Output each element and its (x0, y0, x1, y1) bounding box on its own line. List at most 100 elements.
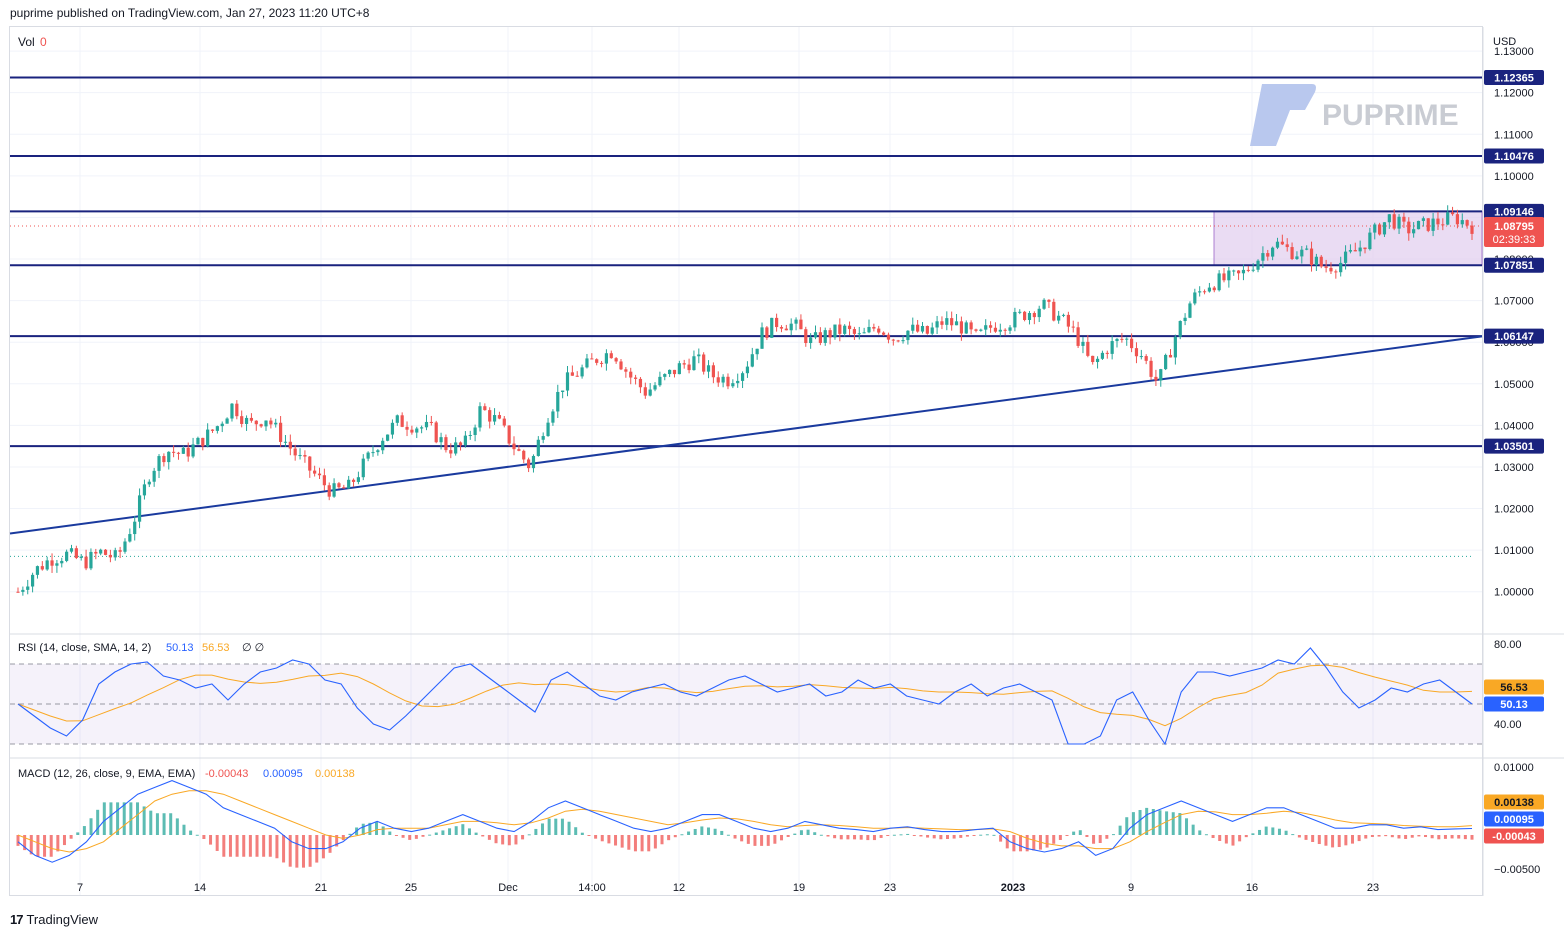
macd-histogram-bar (574, 827, 578, 835)
candle-body (799, 319, 803, 330)
candle-body (1066, 314, 1070, 327)
macd-histogram-bar (620, 835, 624, 848)
macd-histogram-bar (76, 832, 80, 835)
candle-body (1061, 314, 1066, 316)
macd-histogram-bar (189, 830, 193, 835)
candle-body (653, 385, 657, 390)
candle-body (925, 326, 929, 334)
candle-body (677, 363, 681, 375)
price-tick: 1.07000 (1494, 296, 1534, 308)
candle-body (862, 332, 866, 334)
macd-histogram-bar (1463, 835, 1467, 840)
candle-body (434, 422, 438, 443)
macd-histogram-bar (242, 835, 246, 857)
candle-body (128, 534, 132, 542)
vol-label: Vol (18, 35, 35, 49)
macd-histogram-bar (919, 835, 923, 837)
candle-body (395, 415, 399, 423)
candle-body (371, 452, 375, 454)
x-tick: 2023 (1001, 882, 1025, 894)
candle-body (556, 391, 560, 412)
candle-body (920, 326, 925, 332)
macd-histogram-bar (1271, 827, 1275, 835)
macd-signal-badge-bg (1484, 794, 1544, 810)
macd-histogram-bar (56, 835, 60, 852)
macd-histogram-bar (1191, 824, 1195, 835)
macd-histogram-bar (454, 826, 458, 835)
candle-body (750, 354, 754, 367)
macd-histogram-bar (534, 828, 538, 835)
candle-body (342, 487, 346, 489)
candle-body (629, 371, 633, 378)
candle-body (1275, 241, 1280, 248)
candle-body (775, 317, 779, 328)
macd-histogram-bar (1450, 835, 1454, 839)
candle-body (366, 452, 370, 459)
macd-histogram-bar (1151, 809, 1155, 835)
macd-histogram-bar (1344, 835, 1348, 846)
candle-body (1329, 267, 1333, 272)
macd-histogram-bar (1277, 828, 1281, 835)
candle-body (765, 327, 769, 338)
macd-histogram-bar (1171, 812, 1175, 835)
candle-body (172, 451, 176, 453)
macd-histogram-bar (1019, 835, 1023, 852)
candle-body (687, 364, 691, 371)
candle-body (1227, 270, 1231, 281)
candle-body (225, 418, 229, 424)
candle-body (444, 437, 448, 451)
macd-histogram-bar (826, 835, 830, 837)
last-price-badge: 1.08795 (1494, 221, 1534, 233)
macd-histogram-bar (368, 822, 372, 835)
macd-histogram-bar (1238, 835, 1242, 842)
candle-body (1412, 229, 1416, 234)
candle-body (133, 521, 137, 535)
candle-body (206, 429, 210, 447)
candle-body (181, 447, 185, 454)
level-badge-bg (1484, 328, 1544, 344)
candle-body (1358, 247, 1362, 252)
macd-histogram-bar (1297, 835, 1301, 838)
level-badge-bg (1484, 70, 1544, 86)
candle-body (1183, 317, 1187, 322)
macd-histogram-bar (487, 835, 491, 840)
candle-body (269, 420, 273, 425)
candle-body (1460, 220, 1464, 225)
macd-histogram-bar (999, 835, 1003, 842)
macd-histogram-bar (1092, 835, 1096, 844)
rsi-value-badge: 50.13 (1500, 699, 1528, 711)
macd-histogram-bar (667, 835, 671, 841)
macd-histogram-bar (521, 835, 525, 840)
macd-histogram-bar (680, 834, 684, 836)
candle-body (376, 450, 380, 453)
candle-body (974, 329, 978, 331)
candle-body (531, 455, 536, 469)
candle-body (1164, 354, 1168, 370)
macd-histogram-bar (408, 835, 412, 840)
macd-histogram-bar (872, 835, 876, 841)
macd-histogram-bar (693, 828, 697, 835)
candle-body (420, 427, 424, 429)
macd-histogram-bar (129, 802, 133, 835)
macd-histogram-bar (222, 835, 226, 857)
macd-histogram-bar (959, 835, 963, 838)
candle-body (1222, 273, 1226, 281)
macd-histogram-bar (700, 826, 704, 835)
candle-body (517, 449, 521, 451)
x-tick: 23 (884, 882, 896, 894)
macd-histogram-bar (82, 826, 86, 835)
footer-brand[interactable]: TradingView (26, 912, 99, 927)
candle-body (843, 325, 847, 334)
candle-body (65, 551, 69, 561)
candle-body (1236, 270, 1241, 274)
macd-histogram-bar (839, 835, 843, 840)
macd-histogram-bar (627, 835, 631, 850)
candle-body (916, 324, 920, 332)
candle-body (794, 319, 798, 324)
macd-histogram-bar (1098, 835, 1102, 843)
candle-body (186, 447, 190, 457)
candle-body (731, 383, 735, 387)
candle-body (332, 483, 336, 497)
candle-body (1076, 327, 1080, 346)
